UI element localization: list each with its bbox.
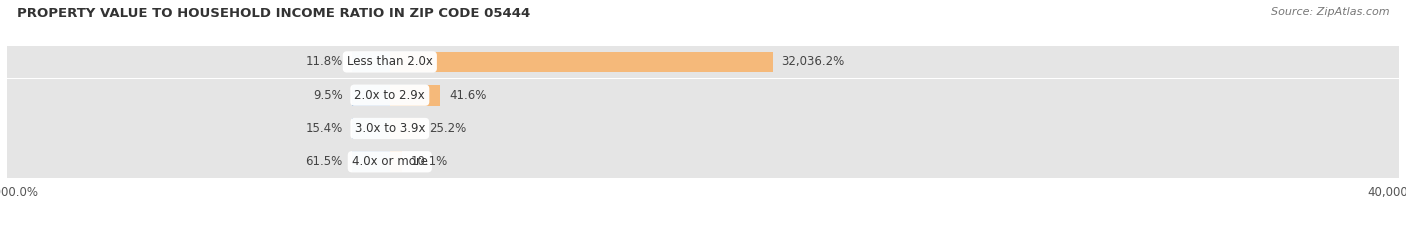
Bar [352,151,389,172]
Bar [7,112,1399,145]
Text: 61.5%: 61.5% [305,155,343,168]
Bar [7,145,1399,178]
Text: 10.1%: 10.1% [411,155,449,168]
Bar [7,79,1399,112]
Text: 4.0x or more: 4.0x or more [352,155,427,168]
Bar [352,51,389,72]
Text: 25.2%: 25.2% [429,122,467,135]
Text: 2.0x to 2.9x: 2.0x to 2.9x [354,89,425,102]
Bar [7,46,1399,78]
Bar [389,85,440,106]
Text: Less than 2.0x: Less than 2.0x [347,55,433,69]
Text: 3.0x to 3.9x: 3.0x to 3.9x [354,122,425,135]
Text: Source: ZipAtlas.com: Source: ZipAtlas.com [1271,7,1389,17]
Bar [389,151,402,172]
Text: 32,036.2%: 32,036.2% [782,55,845,69]
Bar [389,118,420,139]
Text: 11.8%: 11.8% [305,55,343,69]
Bar [352,118,389,139]
Text: 9.5%: 9.5% [314,89,343,102]
Text: 41.6%: 41.6% [449,89,486,102]
Bar [352,85,389,106]
Text: PROPERTY VALUE TO HOUSEHOLD INCOME RATIO IN ZIP CODE 05444: PROPERTY VALUE TO HOUSEHOLD INCOME RATIO… [17,7,530,20]
Text: 15.4%: 15.4% [305,122,343,135]
Bar [389,51,773,72]
